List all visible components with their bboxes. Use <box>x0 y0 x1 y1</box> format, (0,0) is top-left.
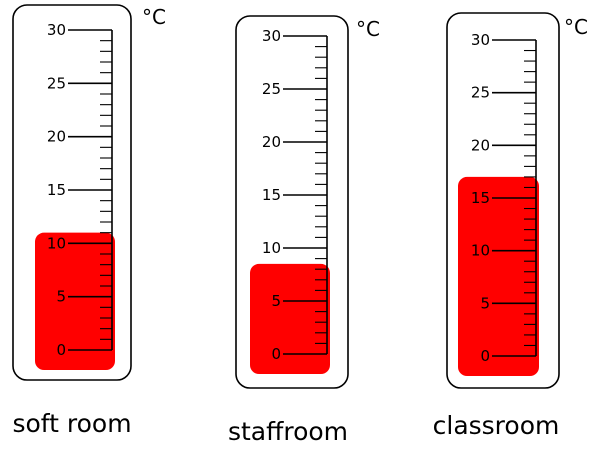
unit-label: °C <box>564 15 588 39</box>
tick-label: 25 <box>262 80 281 98</box>
tick-label: 15 <box>262 186 281 204</box>
tick-label: 15 <box>471 189 490 207</box>
temperature-fill <box>250 263 330 374</box>
room-label: staffroom <box>228 417 348 446</box>
tick-label: 30 <box>47 21 66 39</box>
tick-label: 5 <box>480 294 490 312</box>
tick-label: 10 <box>47 234 66 252</box>
tick-label: 30 <box>262 27 281 45</box>
unit-label: °C <box>356 17 380 41</box>
temperature-fill <box>458 176 539 376</box>
tick-label: 25 <box>47 74 66 92</box>
thermometer-1: 0 5 10 15 20 25 30 °C soft room <box>12 4 166 438</box>
tick-label: 20 <box>47 128 66 146</box>
thermometer-2: 0 5 10 15 20 25 30 °C staffroom <box>228 15 380 446</box>
tick-label: 10 <box>471 242 490 260</box>
temperature-fill <box>35 232 115 370</box>
tick-label: 25 <box>471 84 490 102</box>
tick-label: 0 <box>271 345 281 363</box>
tick-label: 20 <box>262 133 281 151</box>
tick-label: 5 <box>56 288 66 306</box>
tick-label: 5 <box>271 292 281 310</box>
tick-label: 0 <box>56 341 66 359</box>
room-label: soft room <box>12 409 131 438</box>
tick-label: 15 <box>47 181 66 199</box>
unit-label: °C <box>142 5 166 29</box>
room-label: classroom <box>433 411 560 440</box>
tick-label: 10 <box>262 239 281 257</box>
thermometer-3: 0 5 10 15 20 25 30 °C classroom <box>433 12 588 440</box>
tick-label: 20 <box>471 136 490 154</box>
tick-label: 0 <box>480 347 490 365</box>
tick-label: 30 <box>471 31 490 49</box>
